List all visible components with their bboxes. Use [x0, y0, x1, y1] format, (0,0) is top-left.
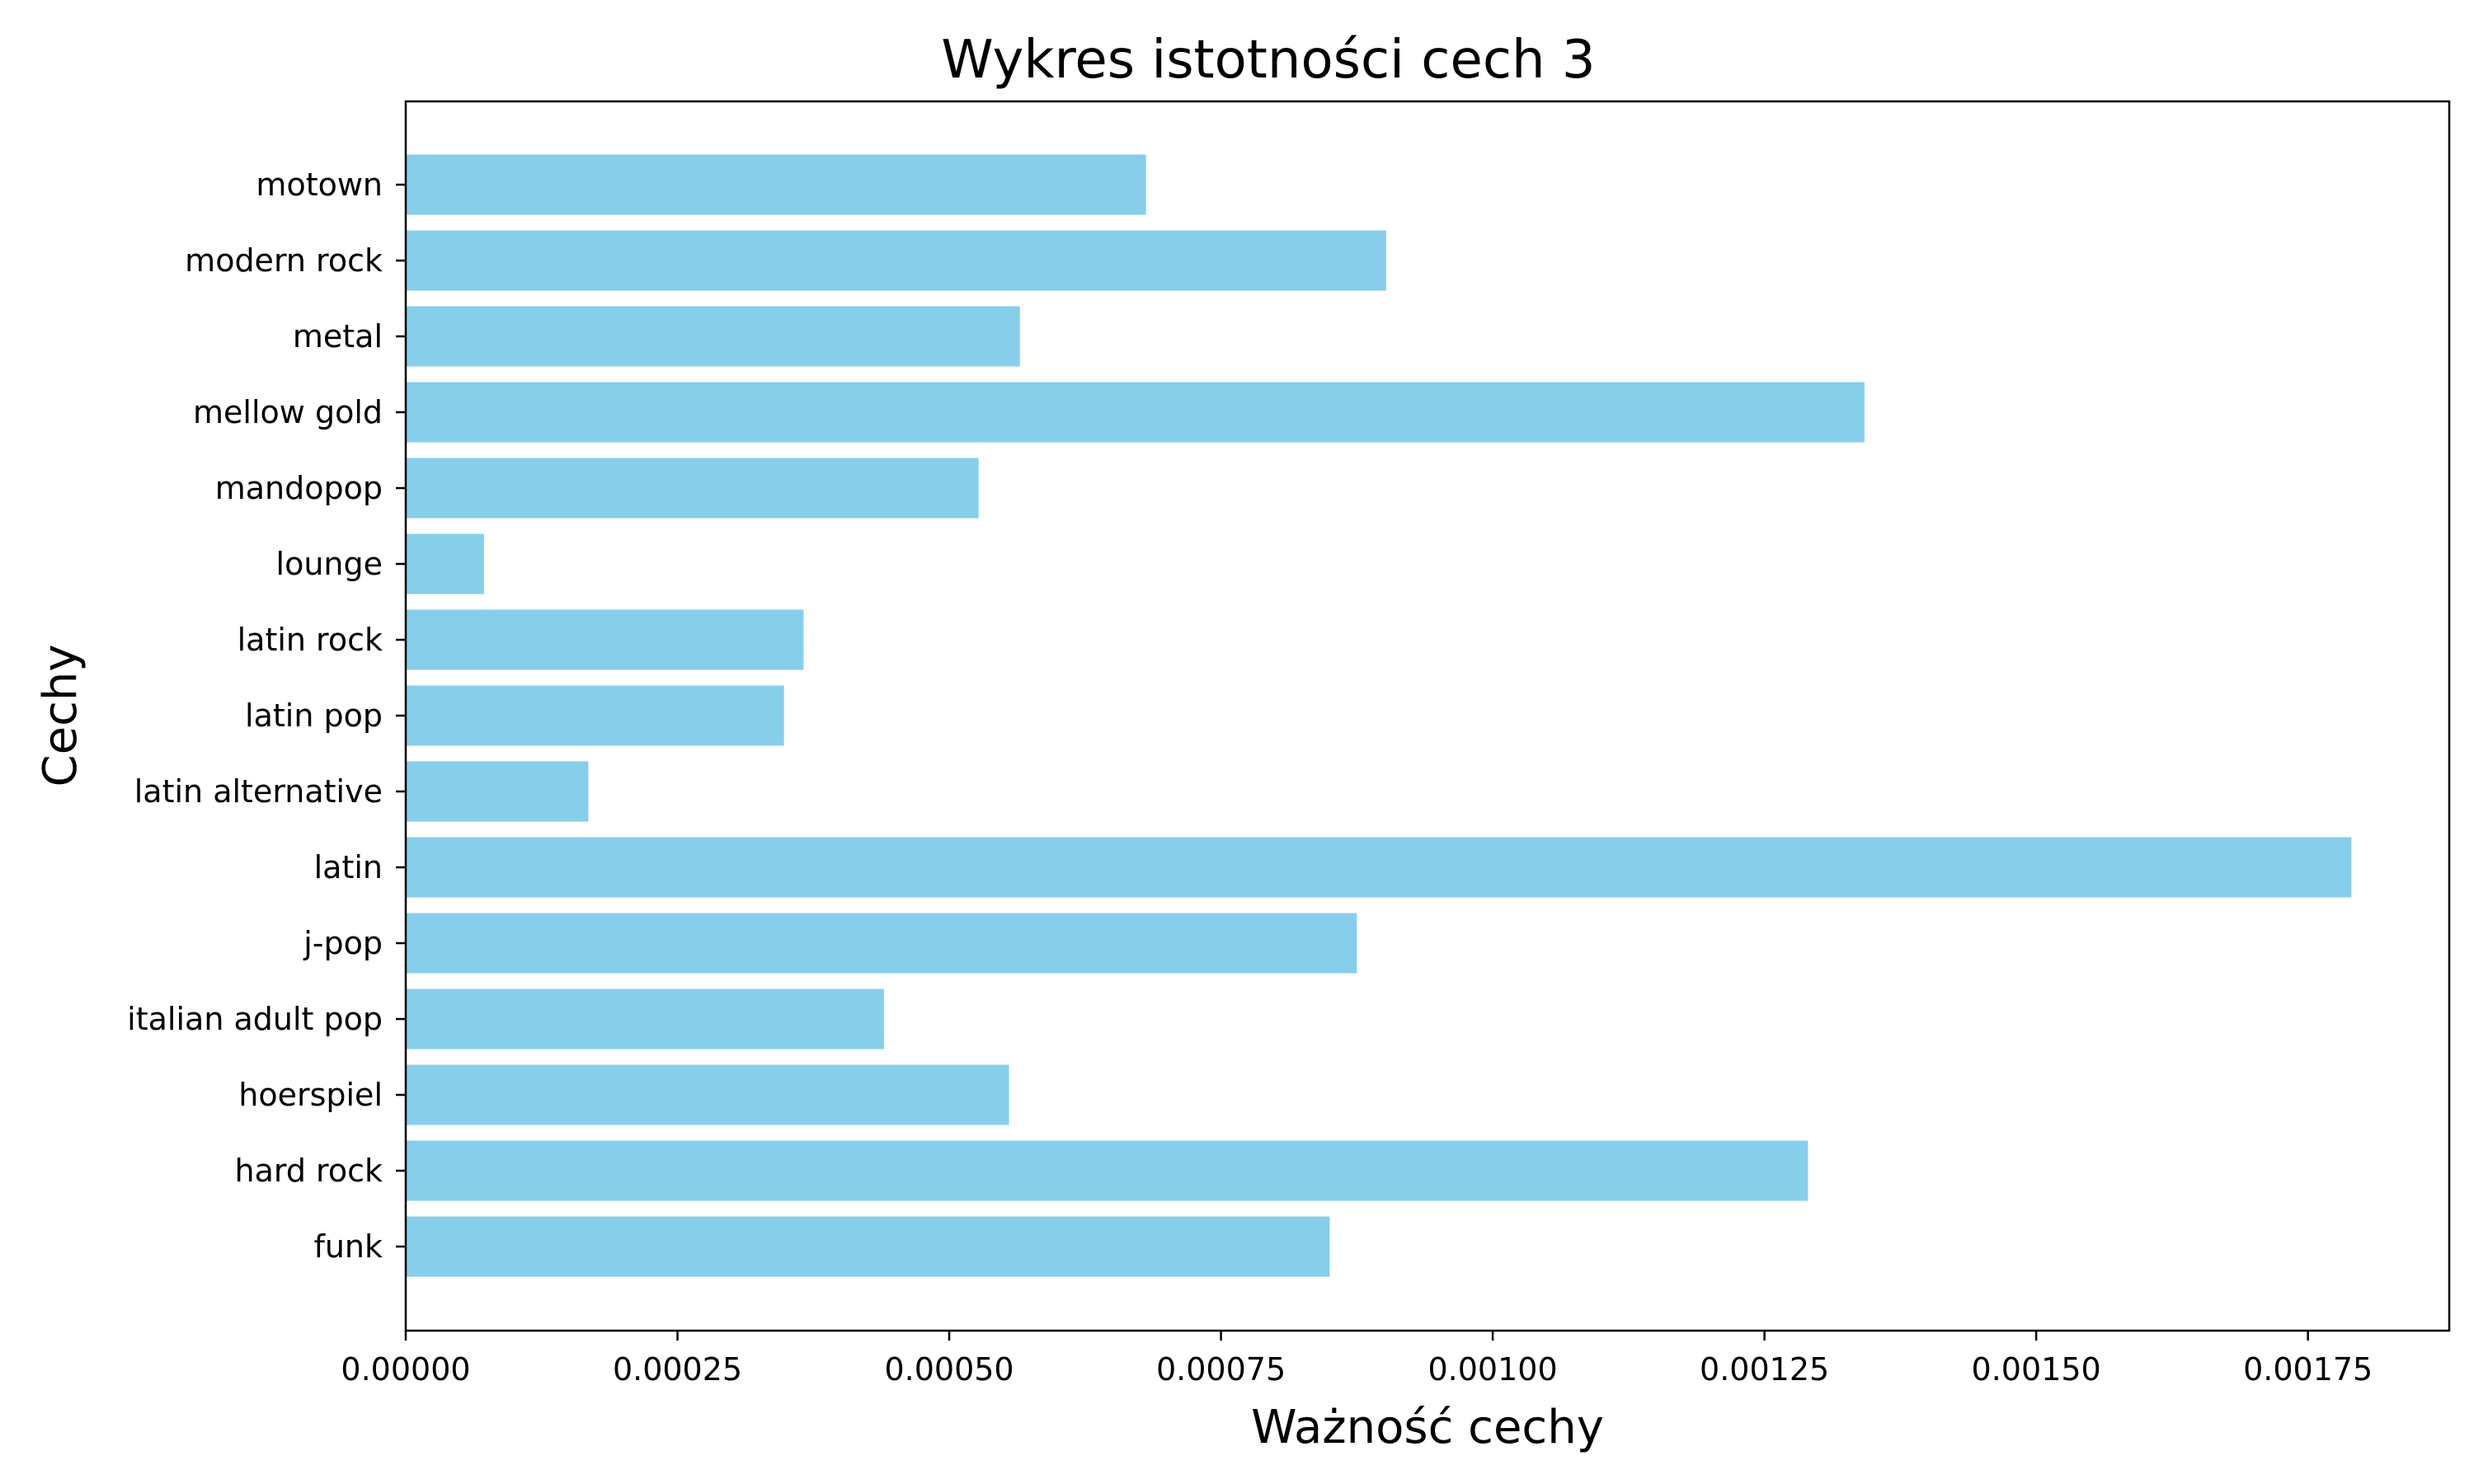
y-tick-label-latin-alternative: latin alternative [134, 773, 383, 810]
bar-latin [406, 837, 2352, 898]
x-tick-label-3: 0.00075 [1156, 1351, 1286, 1388]
y-tick-label-mandopop: mandopop [215, 470, 383, 506]
x-tick-label-2: 0.00050 [884, 1351, 1014, 1388]
y-tick-label-motown: motown [256, 167, 383, 203]
plot-frame [404, 100, 2451, 1332]
bar-mellow-gold [406, 382, 1865, 443]
x-axis-ticks: 0.00000 0.00025 0.00050 0.00075 0.00100 0.001… [341, 1331, 2373, 1388]
y-tick-label-hoerspiel: hoerspiel [238, 1077, 383, 1113]
bar-latin-alternative [406, 761, 589, 822]
bar-latin-pop [406, 685, 784, 746]
y-tick-label-italian-adult-pop: italian adult pop [127, 1001, 383, 1037]
x-tick-label-7: 0.00175 [2243, 1351, 2373, 1388]
bar-motown [406, 154, 1146, 215]
x-tick-label-4: 0.00100 [1428, 1351, 1558, 1388]
y-tick-label-funk: funk [313, 1228, 383, 1265]
y-tick-label-mellow-gold: mellow gold [193, 394, 383, 430]
bar-latin-rock [406, 609, 804, 670]
x-tick-label-1: 0.00025 [613, 1351, 742, 1388]
bar-j-pop [406, 913, 1357, 974]
y-tick-label-modern-rock: modern rock [185, 242, 383, 279]
x-axis-label: Ważność cechy [1251, 1401, 1604, 1454]
chart-title: Wykres istotności cech 3 [941, 30, 1595, 91]
y-tick-label-latin-pop: latin pop [245, 697, 383, 734]
y-tick-label-lounge: lounge [276, 546, 383, 582]
x-tick-label-6: 0.00150 [1972, 1351, 2101, 1388]
bar-mandopop [406, 458, 979, 519]
y-tick-label-latin: latin [314, 849, 383, 885]
x-tick-label-5: 0.00125 [1700, 1351, 1829, 1388]
bar-hoerspiel [406, 1064, 1009, 1125]
y-tick-label-latin-rock: latin rock [238, 622, 383, 658]
bar-modern-rock [406, 230, 1386, 291]
bars-group [406, 154, 2352, 1277]
x-tick-label-0: 0.00000 [341, 1351, 470, 1388]
y-axis-label: Cechy [34, 645, 87, 787]
bar-lounge [406, 533, 484, 594]
y-axis-ticks: funk hard rock hoerspiel italian adult pop j… [127, 167, 406, 1265]
bar-metal [406, 306, 1020, 367]
bar-italian-adult-pop [406, 989, 884, 1050]
bar-funk [406, 1216, 1330, 1277]
y-tick-label-metal: metal [293, 318, 383, 355]
y-tick-label-hard-rock: hard rock [235, 1153, 383, 1189]
bar-hard-rock [406, 1140, 1808, 1201]
y-tick-label-j-pop: j-pop [303, 925, 383, 961]
